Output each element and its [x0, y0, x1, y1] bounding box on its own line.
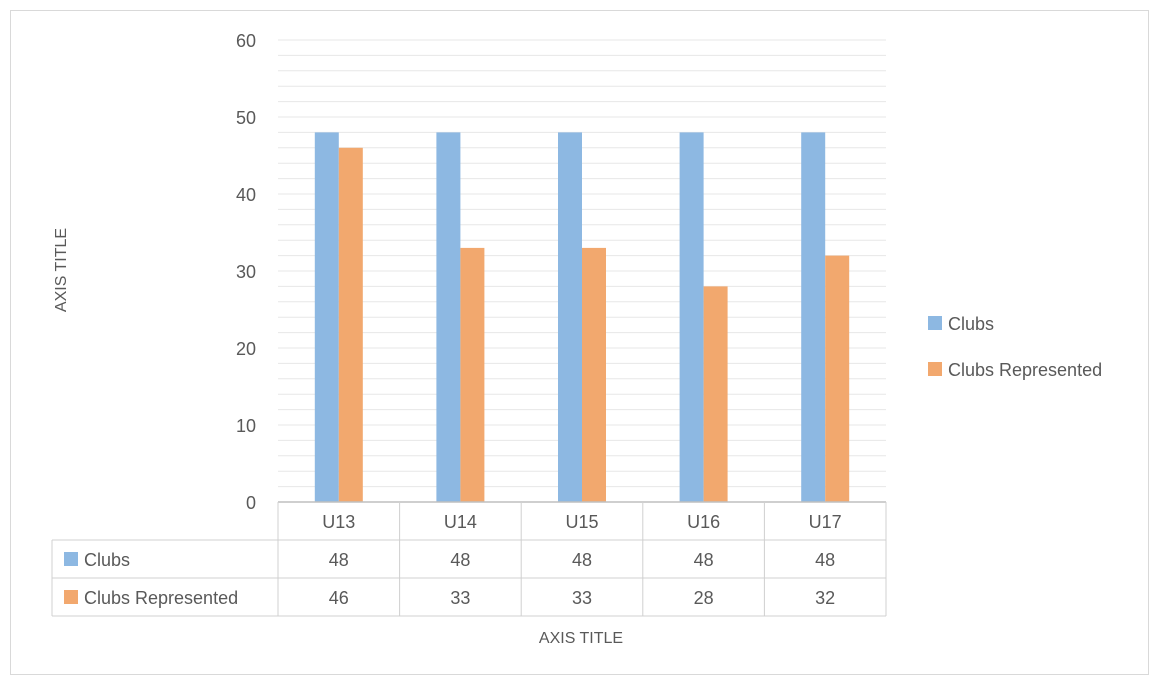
- legend-key: [928, 362, 942, 376]
- legend-entry: Clubs Represented: [948, 360, 1102, 380]
- y-tick-label: 50: [236, 108, 256, 128]
- data-label: 48: [572, 550, 592, 570]
- y-axis-ticks: 0 10 20 30 40 50 60: [236, 31, 256, 513]
- data-label: 33: [450, 588, 470, 608]
- bar: [703, 286, 728, 502]
- table-series-name: Clubs Represented: [84, 588, 238, 608]
- bar: [825, 255, 850, 502]
- x-tick-label: U13: [322, 512, 355, 532]
- data-label: 33: [572, 588, 592, 608]
- data-label: 48: [450, 550, 470, 570]
- legend-key: [928, 316, 942, 330]
- bar: [558, 132, 582, 502]
- bars: [314, 132, 850, 503]
- y-tick-label: 30: [236, 262, 256, 282]
- data-table: U13 U14 U15 U16 U17 Clubs 48 48 48 48 48 Clubs Repr…: [51, 501, 887, 617]
- y-tick-label: 0: [246, 493, 256, 513]
- data-label: 48: [329, 550, 349, 570]
- data-label: 46: [329, 588, 349, 608]
- data-label: 48: [694, 550, 714, 570]
- bar: [314, 132, 339, 502]
- data-label: 48: [815, 550, 835, 570]
- table-legend-key: [64, 552, 78, 566]
- bar: [436, 132, 461, 502]
- legend-entry: Clubs: [948, 314, 994, 334]
- y-tick-label: 40: [236, 185, 256, 205]
- legend: Clubs Clubs Represented: [928, 314, 1102, 380]
- x-tick-label: U16: [687, 512, 720, 532]
- bar: [338, 147, 363, 503]
- y-tick-label: 10: [236, 416, 256, 436]
- bar: [582, 247, 606, 502]
- x-tick-label: U17: [809, 512, 842, 532]
- data-label: 32: [815, 588, 835, 608]
- table-series-name: Clubs: [84, 550, 130, 570]
- y-axis-title: AXIS TITLE: [53, 228, 70, 312]
- bar: [460, 247, 485, 502]
- bar: [801, 132, 826, 502]
- bar: [679, 132, 704, 502]
- y-tick-label: 20: [236, 339, 256, 359]
- table-legend-key: [64, 590, 78, 604]
- y-tick-label: 60: [236, 31, 256, 51]
- data-label: 28: [694, 588, 714, 608]
- x-tick-label: U14: [444, 512, 477, 532]
- x-tick-label: U15: [565, 512, 598, 532]
- x-axis-title: AXIS TITLE: [539, 630, 623, 647]
